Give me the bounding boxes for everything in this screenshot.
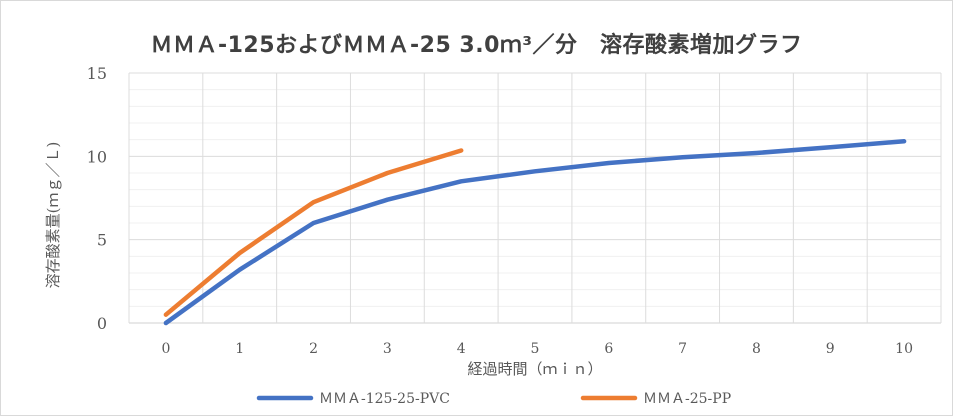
x-tick-label: 3 xyxy=(383,341,392,357)
legend-label-2: ＭＭＡ-25-PP xyxy=(643,391,731,407)
legend-label-1: ＭＭＡ-125-25-PVC xyxy=(319,391,450,407)
series-lines xyxy=(163,139,907,326)
x-tick-label: 1 xyxy=(235,341,244,357)
y-tick-label: 15 xyxy=(87,64,107,83)
x-tick-label: 0 xyxy=(161,341,170,357)
grid xyxy=(128,72,942,324)
y-axis-label: 溶存酸素量(ｍｇ／Ｌ) xyxy=(44,142,62,289)
legend: ＭＭＡ-125-25-PVC ＭＭＡ-25-PP xyxy=(256,391,731,407)
x-tick-label: 8 xyxy=(752,341,761,357)
x-tick-label: 6 xyxy=(604,341,613,357)
x-axis-label: 経過時間（ｍｉｎ） xyxy=(467,360,602,378)
y-tick-labels: 0 5 10 15 xyxy=(87,64,107,333)
series-line-2 xyxy=(163,148,464,317)
x-tick-label: 9 xyxy=(826,341,835,357)
x-tick-labels: 0 1 2 3 4 5 6 7 8 9 10 xyxy=(161,341,913,357)
y-tick-label: 0 xyxy=(97,314,107,333)
y-tick-label: 5 xyxy=(97,231,107,250)
x-tick-label: 10 xyxy=(895,341,913,357)
x-tick-label: 7 xyxy=(678,341,687,357)
chart-title: ＭＭＡ-125およびＭＭＡ-25 3.0ｍ³／分 溶存酸素増加グラフ xyxy=(150,33,803,58)
x-tick-label: 4 xyxy=(457,341,466,357)
y-tick-label: 10 xyxy=(87,147,107,166)
x-tick-label: 2 xyxy=(309,341,318,357)
series-line-1 xyxy=(163,139,907,326)
x-tick-label: 5 xyxy=(531,341,540,357)
